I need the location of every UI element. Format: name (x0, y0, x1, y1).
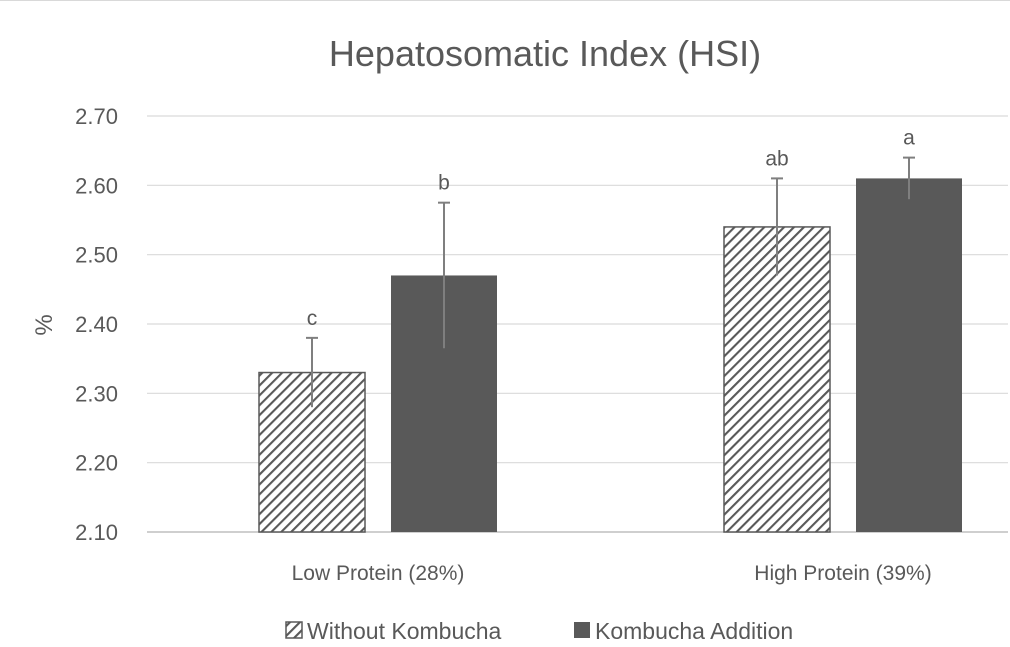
bar (723, 226, 831, 533)
y-tick-label: 2.60 (75, 173, 118, 198)
significance-label: a (903, 127, 915, 150)
legend-swatch-kombucha-addition (574, 622, 590, 638)
chart-title: Hepatosomatic Index (HSI) (329, 33, 761, 74)
y-tick-label: 2.20 (75, 451, 118, 476)
y-tick-labels: 2.10 2.20 2.30 2.40 2.50 2.60 2.70 (75, 104, 118, 545)
legend-label-kombucha-addition: Kombucha Addition (595, 618, 793, 644)
y-tick-label: 2.50 (75, 243, 118, 268)
error-bars: c ab b a (306, 127, 915, 408)
legend: Without Kombucha Kombucha Addition (285, 618, 793, 644)
significance-label: b (438, 172, 450, 195)
y-axis-label: % (31, 314, 58, 335)
x-tick-label: Low Protein (28%) (292, 562, 465, 585)
legend-swatch-without-kombucha (285, 621, 303, 639)
significance-label: c (307, 307, 318, 330)
y-tick-label: 2.70 (75, 104, 118, 129)
legend-label-without-kombucha: Without Kombucha (307, 618, 502, 644)
bar (856, 178, 962, 532)
x-tick-label: High Protein (39%) (754, 562, 931, 585)
bars (258, 178, 962, 533)
significance-label: ab (765, 147, 788, 170)
category-labels: Low Protein (28%) High Protein (39%) (292, 562, 932, 585)
y-tick-label: 2.30 (75, 381, 118, 406)
top-border (0, 0, 1010, 1)
y-tick-label: 2.10 (75, 520, 118, 545)
y-tick-label: 2.40 (75, 312, 118, 337)
